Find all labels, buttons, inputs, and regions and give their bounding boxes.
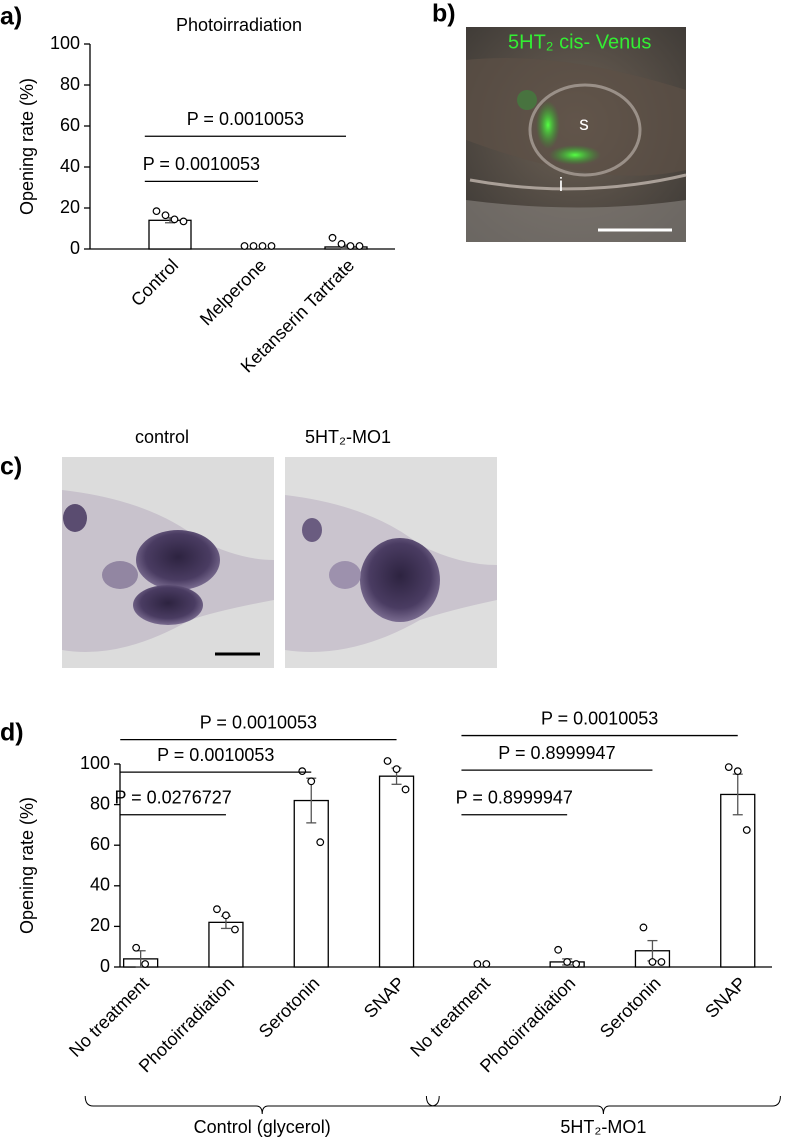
bar <box>293 799 329 968</box>
y-tick-label: 100 <box>80 753 110 773</box>
data-point <box>231 925 239 934</box>
data-point <box>141 960 150 968</box>
y-tick-label: 0 <box>70 238 80 258</box>
stained-image <box>285 457 497 668</box>
comparison-label: P = 0.0010053 <box>541 708 658 728</box>
y-tick-label: 20 <box>90 915 110 935</box>
x-tick-label: Melperone <box>196 255 270 329</box>
data-point <box>648 958 657 966</box>
data-point <box>401 785 410 794</box>
comparison-label: P = 0.8999947 <box>456 788 573 808</box>
y-tick-label: 20 <box>60 197 80 217</box>
data-point <box>724 763 733 771</box>
data-point <box>355 242 364 250</box>
x-tick-label: Serotonin <box>596 973 665 1042</box>
x-tick-label: Control <box>127 255 182 310</box>
data-point <box>152 207 161 216</box>
y-tick-label: 100 <box>50 33 80 53</box>
x-tick-label: No treatment <box>65 973 153 1061</box>
data-point <box>316 838 325 847</box>
comparison-label: P = 0.0010053 <box>187 109 304 129</box>
y-tick-label: 80 <box>90 793 110 813</box>
data-point <box>742 826 751 834</box>
data-point <box>383 757 392 765</box>
data-point <box>572 960 581 968</box>
comparison-label: P = 0.0010053 <box>157 745 274 765</box>
y-axis-label: Opening rate (%) <box>17 797 37 934</box>
data-point <box>240 242 249 250</box>
y-tick-label: 60 <box>60 115 80 135</box>
group-brace <box>84 1095 440 1115</box>
comparison-label: P = 0.0010053 <box>143 154 260 174</box>
image-label: 5HT₂ cis- Venus <box>508 31 651 53</box>
panel-label: c) <box>0 453 22 481</box>
data-point <box>482 960 491 968</box>
image-mark: s <box>579 114 589 135</box>
group-brace <box>425 1095 781 1115</box>
data-point <box>392 765 401 774</box>
fluorescence-image <box>466 27 687 242</box>
data-point <box>328 233 337 242</box>
comparison-label: P = 0.0276727 <box>114 788 231 808</box>
y-tick-label: 40 <box>90 875 110 895</box>
data-point <box>733 767 742 776</box>
stained-image <box>62 457 274 668</box>
data-point <box>554 945 563 954</box>
panel-label: a) <box>0 3 22 31</box>
y-tick-label: 60 <box>90 834 110 854</box>
x-tick-label: No treatment <box>406 973 494 1061</box>
group-label: Control (glycerol) <box>194 1117 331 1137</box>
y-axis-label: Opening rate (%) <box>17 78 37 215</box>
data-point <box>249 242 258 250</box>
data-point <box>161 211 170 220</box>
image-title: control <box>135 427 189 447</box>
data-point <box>473 960 482 968</box>
x-tick-label: SNAP <box>701 973 750 1022</box>
data-point <box>222 911 230 920</box>
data-point <box>132 943 141 952</box>
x-tick-label: Serotonin <box>255 973 324 1042</box>
data-point <box>298 767 307 776</box>
data-point <box>179 217 188 226</box>
y-tick-label: 0 <box>100 956 110 976</box>
comparison-label: P = 0.8999947 <box>498 743 615 763</box>
data-point <box>170 215 179 224</box>
panel-label: d) <box>0 719 24 747</box>
chart-title: Photoirradiation <box>176 15 302 35</box>
data-point <box>213 905 221 914</box>
bar <box>378 775 415 968</box>
image-title: 5HT₂-MO1 <box>305 427 391 447</box>
data-point <box>346 242 355 250</box>
data-point <box>267 242 276 250</box>
x-tick-label: SNAP <box>360 973 409 1022</box>
data-point <box>337 240 346 248</box>
data-point <box>258 242 267 250</box>
data-point <box>657 958 666 966</box>
panel-label: b) <box>432 0 456 28</box>
y-tick-label: 80 <box>60 74 80 94</box>
data-point <box>563 958 572 966</box>
image-mark: i <box>559 175 563 196</box>
group-label: 5HT₂-MO1 <box>560 1117 646 1137</box>
bar <box>720 793 756 968</box>
data-point <box>307 777 316 786</box>
comparison-label: P = 0.0010053 <box>200 712 317 732</box>
y-tick-label: 40 <box>60 156 80 176</box>
data-point <box>639 923 648 932</box>
